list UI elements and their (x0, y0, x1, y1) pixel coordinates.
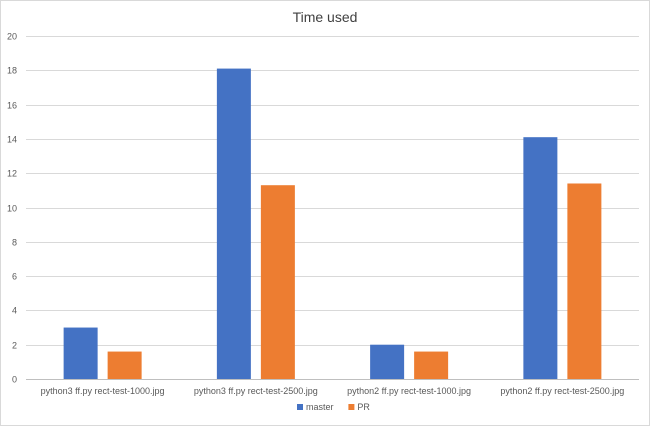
y-tick-label: 16 (7, 101, 17, 111)
y-tick-label: 0 (12, 375, 17, 385)
x-tick-label: python3 ff.py rect-test-2500.jpg (194, 386, 318, 396)
x-axis-tick-labels: python3 ff.py rect-test-1000.jpg python3 … (41, 386, 625, 396)
bar-pr (567, 183, 602, 379)
y-tick-label: 14 (7, 135, 17, 145)
y-tick-label: 20 (7, 32, 17, 42)
y-tick-label: 12 (7, 169, 17, 179)
legend-swatch-master (297, 404, 303, 410)
y-tick-label: 6 (12, 272, 17, 282)
bar-master (523, 137, 558, 379)
x-tick-label: python3 ff.py rect-test-1000.jpg (41, 386, 165, 396)
legend-label-master: master (306, 402, 334, 412)
x-tick-label: python2 ff.py rect-test-1000.jpg (347, 386, 471, 396)
legend-swatch-pr (348, 404, 355, 410)
bar-pr (107, 351, 142, 379)
bar-master (370, 344, 405, 379)
bar-master (216, 68, 251, 380)
legend-label-pr: PR (357, 402, 370, 412)
bar-pr (260, 185, 295, 379)
bar-master (63, 327, 98, 379)
x-tick-label: python2 ff.py rect-test-2500.jpg (500, 386, 624, 396)
bars (63, 68, 602, 380)
y-tick-label: 8 (12, 238, 17, 248)
y-axis-tick-labels: 0 2 4 6 8 10 12 14 16 18 20 (7, 32, 17, 385)
y-tick-label: 2 (12, 341, 17, 351)
bar-pr (414, 351, 449, 379)
y-tick-label: 18 (7, 66, 17, 76)
chart-title: Time used (293, 9, 358, 25)
y-tick-label: 10 (7, 204, 17, 214)
gridlines (26, 36, 639, 380)
y-tick-label: 4 (12, 306, 17, 316)
legend: master PR (297, 402, 370, 412)
